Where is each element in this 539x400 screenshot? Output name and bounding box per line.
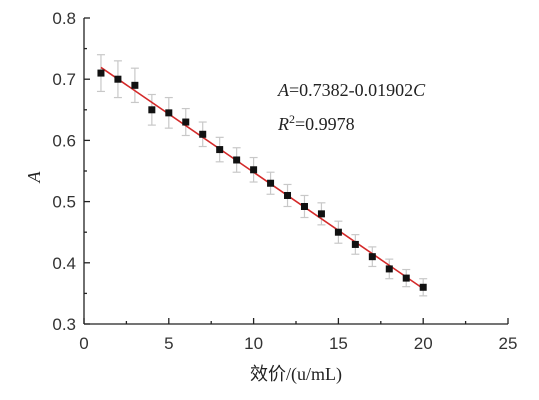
equation-var-a: A bbox=[277, 80, 290, 100]
y-tick-label: 0.3 bbox=[52, 315, 76, 334]
data-point bbox=[114, 75, 122, 83]
data-point bbox=[182, 118, 190, 126]
fit-line bbox=[100, 66, 424, 290]
y-ticks: 0.3 0.4 0.5 0.6 0.7 0.8 bbox=[52, 9, 90, 334]
x-tick-label: 25 bbox=[499, 334, 518, 353]
y-tick-label: 0.5 bbox=[52, 193, 76, 212]
data-point bbox=[233, 156, 241, 164]
data-point bbox=[385, 265, 393, 273]
x-axis-label: 效价/(u/mL) bbox=[250, 364, 342, 385]
data-point bbox=[216, 146, 224, 154]
equation-var-c: C bbox=[413, 80, 426, 100]
data-point bbox=[165, 109, 173, 117]
y-tick-label: 0.6 bbox=[52, 131, 76, 150]
data-point bbox=[250, 166, 258, 174]
r-squared: R2=0.9978 bbox=[277, 112, 355, 134]
x-tick-label: 5 bbox=[164, 334, 173, 353]
data-point bbox=[267, 179, 275, 187]
data-points-layer bbox=[97, 69, 427, 291]
x-tick-label: 0 bbox=[79, 334, 88, 353]
y-tick-label: 0.8 bbox=[52, 9, 76, 28]
fit-line-layer bbox=[100, 66, 424, 290]
data-point bbox=[97, 69, 105, 77]
x-ticks: 0 5 10 15 20 25 bbox=[79, 318, 517, 353]
data-point bbox=[317, 210, 325, 218]
r-squared-value: =0.9978 bbox=[295, 114, 355, 134]
data-point bbox=[148, 106, 156, 114]
data-point bbox=[334, 228, 342, 236]
y-tick-label: 0.4 bbox=[52, 254, 76, 273]
data-point bbox=[351, 240, 359, 248]
y-tick-label: 0.7 bbox=[52, 70, 76, 89]
equation-body: =0.7382-0.01902 bbox=[289, 80, 413, 100]
r-squared-var: R bbox=[277, 114, 289, 134]
x-tick-label: 10 bbox=[244, 334, 263, 353]
regression-equation: A=0.7382-0.01902C bbox=[277, 80, 426, 100]
x-tick-label: 15 bbox=[329, 334, 348, 353]
data-point bbox=[131, 81, 139, 89]
axes bbox=[83, 18, 508, 325]
data-point bbox=[419, 283, 427, 291]
x-tick-label: 20 bbox=[414, 334, 433, 353]
data-point bbox=[199, 130, 207, 138]
y-axis-label: A bbox=[24, 171, 44, 184]
r-squared-sup: 2 bbox=[289, 112, 295, 126]
data-point bbox=[368, 253, 376, 261]
data-point bbox=[402, 274, 410, 282]
data-point bbox=[284, 191, 292, 199]
data-point bbox=[300, 202, 308, 210]
